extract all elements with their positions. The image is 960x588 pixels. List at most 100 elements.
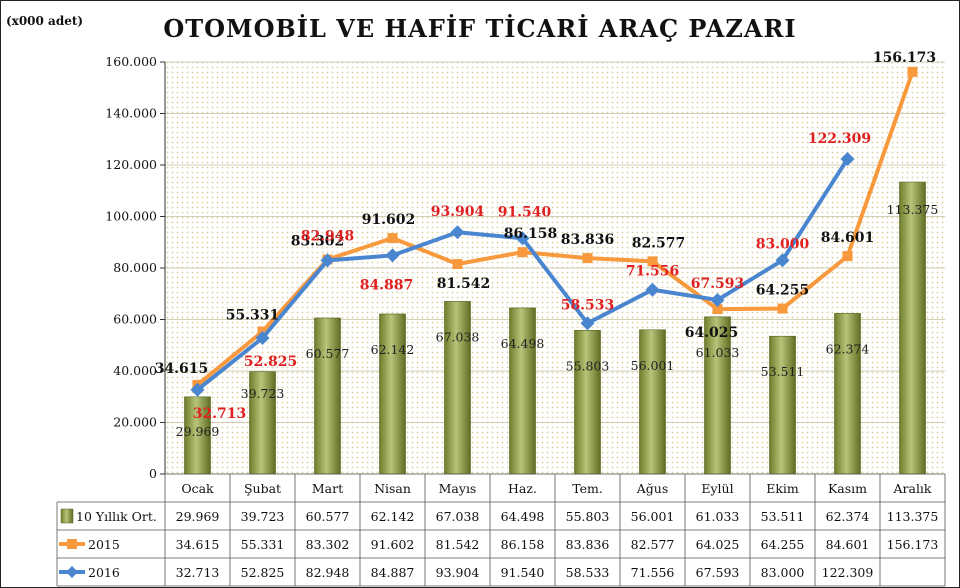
category-label: Tem. [572, 481, 603, 496]
category-label: Şubat [244, 481, 281, 496]
table-cell: 62.374 [826, 509, 870, 524]
category-label: Haz. [508, 481, 537, 496]
bar-value-label: 39.723 [241, 386, 285, 401]
bar-value-label: 113.375 [887, 202, 939, 217]
table-cell: 86.158 [501, 537, 545, 552]
legend-series-name: 2016 [88, 565, 120, 580]
series-2015-label: 55.331 [226, 308, 280, 324]
table-cell: 71.556 [631, 565, 675, 580]
series-marker-2015 [582, 253, 593, 264]
series-2016-label: 32.713 [193, 406, 247, 422]
unit-label: (x000 adet) [6, 14, 84, 28]
table-cell: 84.601 [826, 537, 870, 552]
series-marker-2015 [712, 304, 723, 315]
bar-value-label: 67.038 [436, 329, 480, 344]
y-tick-label: 140.000 [105, 106, 157, 121]
bar [574, 330, 601, 475]
bar [314, 317, 341, 475]
table-cell: 56.001 [631, 509, 675, 524]
table-cell: 91.602 [371, 537, 415, 552]
bar [444, 301, 471, 475]
table-cell: 67.593 [696, 565, 740, 580]
series-marker-2016 [515, 231, 530, 246]
legend-marker [66, 566, 78, 578]
table-cell: 67.038 [436, 509, 480, 524]
series-marker-2015 [647, 256, 658, 267]
bar-value-label: 55.803 [566, 358, 610, 373]
table-cell: 156.173 [887, 537, 939, 552]
legend-marker [67, 539, 77, 549]
y-tick-label: 20.000 [113, 415, 157, 430]
y-tick-label: 160.000 [105, 54, 157, 69]
series-2016-label: 122.309 [808, 131, 871, 147]
series-2015-label: 34.615 [155, 361, 209, 377]
category-label: Eylül [701, 481, 733, 496]
series-marker-2016 [645, 282, 660, 297]
table-cell: 39.723 [241, 509, 285, 524]
table-cell: 83.836 [566, 537, 610, 552]
bar [509, 307, 536, 475]
series-2015-label: 83.302 [291, 233, 345, 249]
bar-value-label: 29.969 [176, 424, 220, 439]
table-cell: 61.033 [696, 509, 740, 524]
series-marker-2016 [580, 316, 595, 331]
category-label: Mayıs [439, 481, 477, 496]
table-cell: 81.542 [436, 537, 480, 552]
series-2016-label: 71.556 [626, 264, 680, 280]
bar-value-label: 62.374 [826, 341, 870, 356]
bar-value-label: 56.001 [631, 358, 675, 373]
bar-value-label: 53.511 [761, 364, 805, 379]
data-table: Ocak Şubat Mart Nisan Mayıs Haz. Tem. Ağus Eylül… [56, 473, 946, 587]
table-cell: 55.803 [566, 509, 610, 524]
y-tick-label: 40.000 [113, 363, 157, 378]
legend-bar-swatch [60, 508, 74, 524]
bar [379, 313, 406, 475]
table-cell: 58.533 [566, 565, 610, 580]
series-2015-label: 83.836 [561, 232, 615, 248]
series-2016-label: 91.540 [498, 204, 552, 220]
table-cell: 91.540 [501, 565, 545, 580]
bar-value-label: 60.577 [306, 346, 350, 361]
y-tick-label: 120.000 [105, 157, 157, 172]
chart-title: OTOMOBİL VE HAFİF TİCARİ ARAÇ PAZARI [163, 14, 797, 43]
table-cell: 83.302 [306, 537, 350, 552]
series-2016-label: 67.593 [691, 276, 745, 292]
legend-series-name: 2015 [88, 537, 120, 552]
series-2016-label: 58.533 [561, 297, 615, 313]
series-2015-label: 64.025 [685, 325, 739, 341]
series-marker-2016 [840, 152, 855, 167]
legend-series-name: 10 Yıllık Ort. [76, 509, 157, 524]
series-2015-label: 64.255 [756, 283, 810, 299]
series-marker-2016 [190, 382, 205, 397]
table-cell: 29.969 [176, 509, 220, 524]
bar [899, 181, 926, 475]
category-label: Ağus [636, 481, 669, 496]
y-tick-label: 60.000 [113, 312, 157, 327]
bar [639, 329, 666, 475]
category-label: Aralık [892, 481, 931, 496]
y-axis-ticks: 0 20.000 40.000 60.000 80.000 100.000 120.000 1… [105, 54, 166, 481]
category-label: Mart [312, 481, 343, 496]
y-tick-label: 0 [149, 466, 157, 481]
series-2015-label: 81.542 [437, 276, 491, 292]
series-2016-label: 52.825 [244, 354, 298, 370]
series-2015-label: 82.577 [632, 235, 686, 251]
series-2016-label: 82.948 [301, 228, 355, 244]
table-cell: 34.615 [176, 537, 220, 552]
series-marker-2016 [385, 248, 400, 263]
series-marker-2016 [255, 330, 270, 345]
series-2015-label: 86.158 [504, 226, 558, 242]
bar-value-label: 61.033 [696, 345, 740, 360]
series-marker-2016 [710, 292, 725, 307]
bar [769, 335, 796, 475]
table-cell: 64.025 [696, 537, 740, 552]
series-marker-2016 [320, 253, 335, 268]
series-marker-2015 [777, 303, 788, 314]
table-cell: 62.142 [371, 509, 415, 524]
bar [834, 313, 861, 475]
category-label: Nisan [374, 481, 411, 496]
series-marker-2015 [842, 251, 853, 262]
table-cell: 93.904 [436, 565, 480, 580]
series-2016-label: 83.000 [756, 236, 810, 252]
